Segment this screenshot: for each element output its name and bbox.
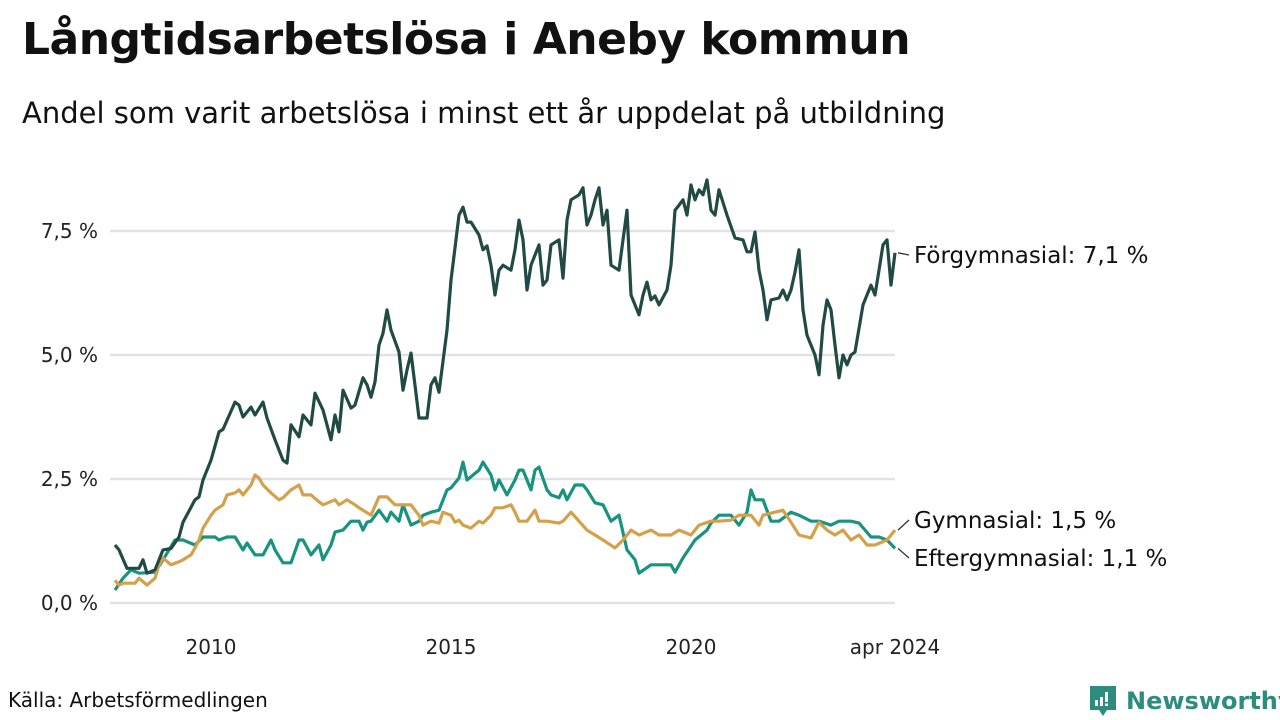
- series-line-gymnasial: [113, 473, 897, 587]
- y-tick-label: 0,0 %: [41, 591, 98, 615]
- series-line-förgymnasial: [113, 178, 897, 575]
- gridlines: [110, 229, 895, 605]
- leader-line: [897, 252, 910, 256]
- end-labels: Förgymnasial: 7,1 % Gymnasial: 1,5 % Efter…: [897, 243, 1167, 572]
- series-lines: [113, 178, 897, 591]
- brand-name: Newsworthy: [1126, 687, 1280, 715]
- x-tick-label: apr 2024: [850, 635, 940, 659]
- series-end-label: Förgymnasial: 7,1 %: [914, 243, 1148, 269]
- x-tick-label: 2015: [426, 635, 477, 659]
- leader-line: [897, 547, 910, 559]
- y-tick-label: 7,5 %: [41, 219, 98, 243]
- series-end-label: Eftergymnasial: 1,1 %: [914, 546, 1167, 572]
- x-tick-label: 2010: [186, 635, 237, 659]
- chart-title: Långtidsarbetslösa i Aneby kommun: [22, 14, 911, 65]
- newsworthy-logo[interactable]: Newsworthy: [1088, 684, 1280, 718]
- y-tick-label: 5,0 %: [41, 343, 98, 367]
- x-axis: 2010 2015 2020 apr 2024: [186, 635, 941, 659]
- newsworthy-logo-icon: [1090, 686, 1116, 716]
- leader-line: [897, 519, 910, 531]
- y-tick-label: 2,5 %: [41, 467, 98, 491]
- series-line-eftergymnasial: [113, 460, 897, 591]
- x-tick-label: 2020: [666, 635, 717, 659]
- source-note: Källa: Arbetsförmedlingen: [8, 688, 268, 712]
- y-axis: 0,0 % 2,5 % 5,0 % 7,5 %: [41, 219, 98, 615]
- series-end-label: Gymnasial: 1,5 %: [914, 508, 1116, 534]
- chart-subtitle: Andel som varit arbetslösa i minst ett å…: [22, 96, 946, 130]
